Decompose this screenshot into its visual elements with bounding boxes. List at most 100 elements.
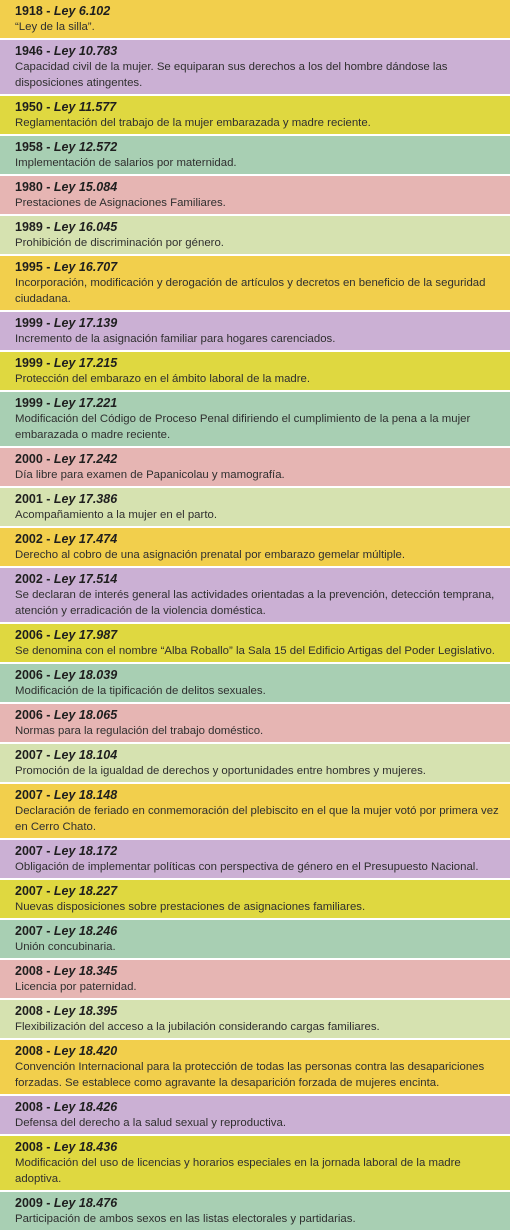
timeline-entry: 2008 - Ley 18.420 Convención Internaciona…: [0, 1040, 510, 1096]
entry-description: Obligación de implementar políticas con …: [15, 861, 479, 873]
entry-heading: 2008 - Ley 18.345: [15, 963, 504, 979]
entry-heading: 2007 - Ley 18.246: [15, 923, 504, 939]
entry-year: 1980: [15, 180, 43, 194]
entry-description: Defensa del derecho a la salud sexual y …: [15, 1117, 287, 1129]
entry-law-number: Ley 18.420: [53, 1044, 118, 1058]
entry-description: Incorporación, modificación y derogación…: [15, 277, 486, 305]
entry-heading: 2001 - Ley 17.386: [15, 491, 504, 507]
entry-law-number: Ley 18.426: [53, 1100, 118, 1114]
entry-year: 2008: [15, 1100, 43, 1114]
entry-description: Prestaciones de Asignaciones Familiares.: [15, 197, 226, 209]
entry-separator: -: [42, 884, 54, 898]
entry-law-number: Ley 10.783: [53, 44, 118, 58]
entry-description: Se declaran de interés general las activ…: [15, 589, 495, 617]
entry-heading: 1999 - Ley 17.215: [15, 355, 504, 371]
entry-separator: -: [42, 788, 54, 802]
entry-year: 2007: [15, 844, 43, 858]
entry-heading: 1950 - Ley 11.577: [15, 99, 504, 115]
entry-separator: -: [42, 1044, 54, 1058]
entry-description: Acompañamiento a la mujer en el parto.: [15, 509, 217, 521]
entry-description: Capacidad civil de la mujer. Se equipara…: [15, 61, 448, 89]
entry-heading: 2008 - Ley 18.395: [15, 1003, 504, 1019]
timeline-entry: 1918 - Ley 6.102 “Ley de la silla”.: [0, 0, 510, 40]
entry-law-number: Ley 18.172: [53, 844, 118, 858]
entry-year: 2009: [15, 1196, 43, 1210]
entry-heading: 1918 - Ley 6.102: [15, 3, 504, 19]
timeline-entry: 2009 - Ley 18.476 Participación de ambos …: [0, 1192, 510, 1232]
entry-separator: -: [42, 1140, 54, 1154]
timeline-entry: 1999 - Ley 17.215 Protección del embarazo…: [0, 352, 510, 392]
entry-description: Participación de ambos sexos en las list…: [15, 1213, 356, 1225]
entry-description: Implementación de salarios por maternida…: [15, 157, 237, 169]
entry-law-number: Ley 18.227: [53, 884, 118, 898]
entry-law-number: Ley 12.572: [53, 140, 118, 154]
entry-year: 1999: [15, 356, 43, 370]
entry-law-number: Ley 15.084: [53, 180, 118, 194]
entry-separator: -: [42, 964, 54, 978]
timeline-entry: 1958 - Ley 12.572 Implementación de salar…: [0, 136, 510, 176]
entry-law-number: Ley 18.065: [53, 708, 118, 722]
entry-heading: 1989 - Ley 16.045: [15, 219, 504, 235]
entry-separator: -: [42, 532, 54, 546]
entry-law-number: Ley 17.139: [53, 316, 118, 330]
entry-description: Modificación del Código de Proceso Penal…: [15, 413, 471, 441]
entry-heading: 2006 - Ley 18.065: [15, 707, 504, 723]
entry-law-number: Ley 18.436: [53, 1140, 118, 1154]
entry-description: Modificación de la tipificación de delit…: [15, 685, 266, 697]
entry-year: 2000: [15, 452, 43, 466]
timeline-entry: 2008 - Ley 18.345 Licencia por paternidad…: [0, 960, 510, 1000]
entry-description: Convención Internacional para la protecc…: [15, 1061, 485, 1089]
timeline-entry: 2007 - Ley 18.148 Declaración de feriado …: [0, 784, 510, 840]
entry-year: 2008: [15, 964, 43, 978]
timeline-entry: 2006 - Ley 18.039 Modificación de la tipi…: [0, 664, 510, 704]
entry-year: 1999: [15, 316, 43, 330]
entry-heading: 2002 - Ley 17.474: [15, 531, 504, 547]
entry-description: Prohibición de discriminación por género…: [15, 237, 224, 249]
entry-year: 1989: [15, 220, 43, 234]
timeline-entry: 2006 - Ley 18.065 Normas para la regulaci…: [0, 704, 510, 744]
entry-separator: -: [42, 356, 54, 370]
timeline-entry: 1950 - Ley 11.577 Reglamentación del trab…: [0, 96, 510, 136]
entry-separator: -: [42, 1100, 54, 1114]
entry-description: Promoción de la igualdad de derechos y o…: [15, 765, 426, 777]
entry-heading: 2007 - Ley 18.227: [15, 883, 504, 899]
timeline-entry: 1999 - Ley 17.221 Modificación del Código…: [0, 392, 510, 448]
timeline-entry: 1989 - Ley 16.045 Prohibición de discrimi…: [0, 216, 510, 256]
entry-description: Unión concubinaria.: [15, 941, 116, 953]
entry-separator: -: [42, 748, 54, 762]
entry-heading: 2009 - Ley 18.476: [15, 1195, 504, 1211]
entry-law-number: Ley 18.148: [53, 788, 118, 802]
entry-year: 2001: [15, 492, 43, 506]
timeline-entry: 2008 - Ley 18.426 Defensa del derecho a l…: [0, 1096, 510, 1136]
entry-year: 1950: [15, 100, 43, 114]
entry-year: 2007: [15, 788, 43, 802]
entry-law-number: Ley 18.246: [53, 924, 118, 938]
entry-heading: 2002 - Ley 17.514: [15, 571, 504, 587]
entry-law-number: Ley 17.215: [53, 356, 118, 370]
entry-heading: 1958 - Ley 12.572: [15, 139, 504, 155]
timeline-entry: 2008 - Ley 18.436 Modificación del uso de…: [0, 1136, 510, 1192]
entry-separator: -: [42, 1004, 54, 1018]
entry-year: 2008: [15, 1140, 43, 1154]
entry-heading: 1999 - Ley 17.221: [15, 395, 504, 411]
entry-year: 2008: [15, 1044, 43, 1058]
entry-separator: -: [42, 180, 54, 194]
entry-year: 2006: [15, 628, 43, 642]
entry-separator: -: [42, 924, 54, 938]
entry-year: 1946: [15, 44, 43, 58]
entry-law-number: Ley 17.987: [53, 628, 118, 642]
entry-separator: -: [42, 708, 54, 722]
entry-separator: -: [42, 452, 54, 466]
entry-heading: 2006 - Ley 18.039: [15, 667, 504, 683]
entry-law-number: Ley 17.474: [53, 532, 118, 546]
entry-separator: -: [42, 220, 54, 234]
entry-law-number: Ley 18.345: [53, 964, 118, 978]
timeline-entry: 2007 - Ley 18.172 Obligación de implement…: [0, 840, 510, 880]
entry-separator: -: [42, 396, 54, 410]
entry-law-number: Ley 18.039: [53, 668, 118, 682]
entry-separator: -: [42, 100, 54, 114]
timeline-entry: 2007 - Ley 18.104 Promoción de la igualda…: [0, 744, 510, 784]
entry-law-number: Ley 17.221: [53, 396, 118, 410]
entry-law-number: Ley 18.476: [53, 1196, 118, 1210]
